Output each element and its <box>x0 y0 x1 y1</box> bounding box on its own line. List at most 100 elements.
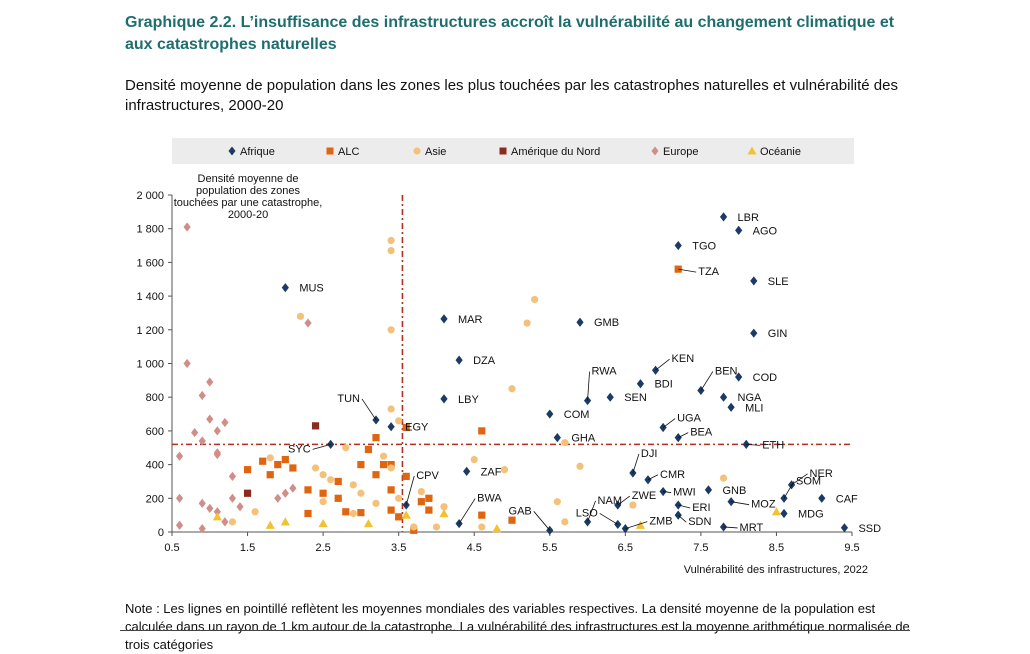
point-label-lso: LSO <box>576 507 598 519</box>
point-cod <box>735 372 743 382</box>
point-bea <box>674 433 682 443</box>
point-label-uga: UGA <box>677 413 702 425</box>
point-2-25 <box>357 489 365 497</box>
legend-label-0: Afrique <box>240 146 275 158</box>
point-label-ben: BEN <box>715 365 738 377</box>
point-2-29 <box>395 494 403 502</box>
point-1-31 <box>281 455 289 464</box>
point-2-32 <box>478 523 486 531</box>
point-5-5 <box>401 510 411 519</box>
y-tick-label-6: 1 200 <box>136 325 164 337</box>
y-tick-label-3: 600 <box>146 426 164 438</box>
point-4-21 <box>198 524 206 534</box>
point-label-rwa: RWA <box>592 366 618 378</box>
point-mrt <box>719 522 728 532</box>
point-label-mdg: MDG <box>798 508 824 520</box>
leader-moz <box>731 501 750 506</box>
point-2-26 <box>372 499 380 507</box>
legend-label-3: Amérique du Nord <box>511 146 600 158</box>
leader-eth <box>746 443 761 446</box>
point-4-16 <box>175 520 184 530</box>
point-1-6 <box>304 486 312 494</box>
point-label-zaf: ZAF <box>481 466 502 478</box>
y-axis-title-line-1: population des zones <box>196 185 300 197</box>
point-mdg <box>780 508 788 519</box>
point-2-8 <box>395 417 403 425</box>
legend-label-5: Océanie <box>760 146 801 158</box>
y-tick-label-2: 400 <box>146 460 164 472</box>
point-1-9 <box>334 477 342 486</box>
point-4-4 <box>198 390 206 401</box>
point-2-24 <box>349 481 357 489</box>
point-label-zwe: ZWE <box>632 490 656 502</box>
point-label-moz: MOZ <box>751 499 776 511</box>
leader-rwa <box>587 371 590 401</box>
leader-lso <box>599 513 618 525</box>
point-label-dji: DJI <box>641 448 658 460</box>
point-4-2 <box>183 358 191 369</box>
point-syc <box>327 439 335 449</box>
leader-sdn <box>677 514 687 523</box>
point-2-5 <box>523 319 531 327</box>
legend-label-2: Asie <box>425 146 446 158</box>
point-1-30 <box>357 461 365 469</box>
point-2-10 <box>500 466 509 474</box>
point-2-36 <box>349 509 357 518</box>
point-label-com: COM <box>564 409 590 421</box>
point-4-1 <box>304 318 312 328</box>
leader-uga <box>662 418 676 428</box>
point-2-12 <box>576 462 584 470</box>
point-1-8 <box>319 489 327 497</box>
point-2-6 <box>508 385 516 393</box>
legend-box <box>172 138 854 164</box>
x-tick-label-5: 5.5 <box>542 542 557 554</box>
point-1-3 <box>266 471 274 479</box>
point-tza <box>674 265 682 273</box>
point-label-mwi: MWI <box>673 487 696 499</box>
point-eth <box>742 439 750 449</box>
x-tick-label-2: 2.5 <box>315 542 330 554</box>
point-1-13 <box>364 445 373 454</box>
point-5-4 <box>363 518 374 528</box>
y-tick-label-9: 1 800 <box>136 224 164 236</box>
point-2-33 <box>432 523 441 531</box>
point-4-12 <box>175 451 184 461</box>
point-lso <box>614 519 622 530</box>
point-4-25 <box>289 483 297 493</box>
point-label-egy: EGY <box>405 422 429 434</box>
point-label-tgo: TGO <box>692 241 716 253</box>
y-tick-label-5: 1 000 <box>136 359 164 371</box>
point-1-2 <box>259 457 267 465</box>
point-4-18 <box>206 503 214 514</box>
legend-marker-2 <box>413 147 421 155</box>
leader-ben <box>700 371 714 391</box>
point-1-15 <box>372 471 380 479</box>
point-ssd <box>840 523 849 533</box>
chart-title: Graphique 2.2. L’insuffisance des infras… <box>125 14 895 53</box>
point-2-13 <box>719 474 728 482</box>
point-2-34 <box>410 523 418 531</box>
point-1-16 <box>379 461 388 469</box>
point-3-0 <box>311 422 320 430</box>
point-4-14 <box>228 493 237 503</box>
point-5-6 <box>439 508 449 518</box>
point-label-gha: GHA <box>571 433 596 445</box>
point-5-0 <box>212 512 222 521</box>
x-tick-label-4: 4.5 <box>467 542 482 554</box>
chart-subtitle: Densité moyenne de population dans les z… <box>125 77 898 114</box>
point-label-tun: TUN <box>337 393 360 405</box>
leader-bea <box>678 432 689 438</box>
point-4-11 <box>213 449 221 460</box>
point-4-6 <box>221 417 229 428</box>
point-1-5 <box>289 464 297 472</box>
point-2-14 <box>553 498 561 506</box>
point-2-7 <box>387 405 395 413</box>
point-4-13 <box>228 471 237 481</box>
point-label-lbr: LBR <box>738 212 759 224</box>
leader-zmb <box>625 521 648 530</box>
legend-marker-0 <box>228 146 236 156</box>
point-4-22 <box>236 502 244 512</box>
point-com <box>546 409 554 419</box>
point-2-17 <box>251 508 259 516</box>
point-2-27 <box>379 452 388 460</box>
